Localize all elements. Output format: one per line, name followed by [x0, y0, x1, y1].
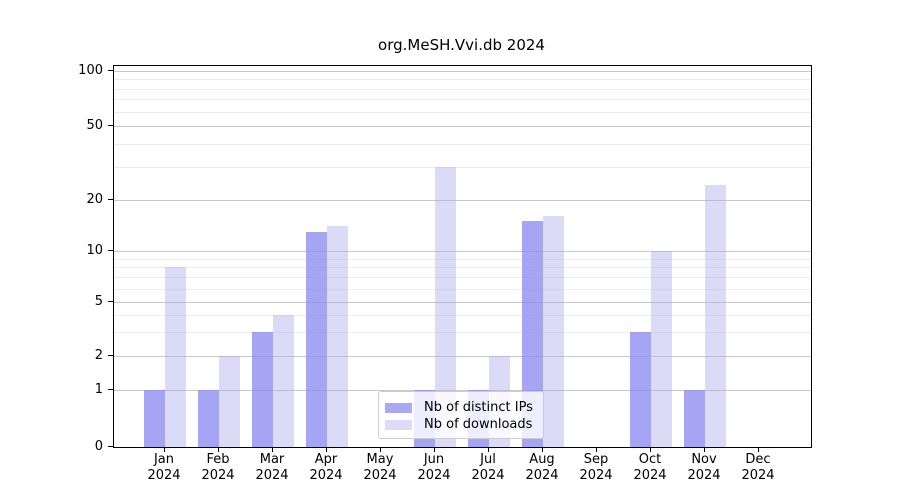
minor-gridline — [114, 79, 811, 80]
y-tick-mark — [108, 355, 113, 356]
x-tick-mark — [704, 447, 705, 452]
x-tick-mark — [326, 447, 327, 452]
legend-swatch-icon — [385, 420, 412, 430]
x-tick-label: May 2024 — [363, 452, 397, 483]
minor-gridline — [114, 89, 811, 90]
legend-label: Nb of downloads — [424, 417, 533, 432]
bar-distinct-ips-nov — [684, 390, 705, 447]
legend-swatch-icon — [385, 403, 412, 413]
y-tick-label: 100 — [78, 63, 103, 78]
major-gridline — [114, 390, 811, 391]
y-tick-mark — [108, 446, 113, 447]
minor-gridline — [114, 332, 811, 333]
x-tick-mark — [380, 447, 381, 452]
y-tick-mark — [108, 70, 113, 71]
major-gridline — [114, 71, 811, 72]
major-gridline — [114, 126, 811, 127]
bar-downloads-aug — [543, 216, 564, 447]
minor-gridline — [114, 144, 811, 145]
y-tick-label: 5 — [94, 294, 103, 309]
y-tick-mark — [108, 199, 113, 200]
major-gridline — [114, 302, 811, 303]
y-tick-mark — [108, 301, 113, 302]
x-tick-label: Mar 2024 — [255, 452, 289, 483]
bar-downloads-nov — [705, 185, 726, 447]
x-tick-mark — [542, 447, 543, 452]
x-tick-label: Jan 2024 — [147, 452, 181, 483]
y-tick-mark — [108, 250, 113, 251]
x-tick-mark — [488, 447, 489, 452]
bar-distinct-ips-jan — [144, 390, 165, 447]
bar-downloads-jan — [165, 267, 186, 447]
bar-downloads-apr — [327, 226, 348, 447]
minor-gridline — [114, 289, 811, 290]
bar-downloads-oct — [651, 251, 672, 447]
major-gridline — [114, 200, 811, 201]
minor-gridline — [114, 112, 811, 113]
minor-gridline — [114, 267, 811, 268]
x-tick-label: Apr 2024 — [309, 452, 343, 483]
x-tick-label: Jun 2024 — [417, 452, 451, 483]
x-tick-mark — [650, 447, 651, 452]
minor-gridline — [114, 167, 811, 168]
minor-gridline — [114, 259, 811, 260]
x-tick-mark — [218, 447, 219, 452]
x-tick-mark — [164, 447, 165, 452]
x-tick-mark — [758, 447, 759, 452]
y-tick-label: 20 — [86, 192, 103, 207]
minor-gridline — [114, 99, 811, 100]
x-tick-label: Sep 2024 — [579, 452, 613, 483]
minor-gridline — [114, 315, 811, 316]
y-tick-label: 10 — [86, 243, 103, 258]
y-tick-label: 0 — [94, 439, 103, 454]
plot-area: Nb of distinct IPs Nb of downloads — [113, 65, 812, 448]
x-tick-mark — [272, 447, 273, 452]
minor-gridline — [114, 277, 811, 278]
bar-distinct-ips-feb — [198, 390, 219, 447]
x-tick-label: Aug 2024 — [525, 452, 559, 483]
bar-downloads-jun — [435, 167, 456, 447]
bar-distinct-ips-oct — [630, 332, 651, 447]
bar-distinct-ips-apr — [306, 232, 327, 447]
bar-distinct-ips-aug — [522, 221, 543, 447]
x-tick-label: Dec 2024 — [741, 452, 775, 483]
y-tick-mark — [108, 389, 113, 390]
legend-label: Nb of distinct IPs — [424, 400, 533, 415]
x-tick-label: Oct 2024 — [633, 452, 667, 483]
x-tick-mark — [434, 447, 435, 452]
bar-distinct-ips-mar — [252, 332, 273, 447]
major-gridline — [114, 356, 811, 357]
y-tick-label: 1 — [94, 382, 103, 397]
bar-downloads-feb — [219, 356, 240, 447]
y-tick-label: 2 — [94, 348, 103, 363]
x-tick-mark — [596, 447, 597, 452]
x-tick-label: Jul 2024 — [471, 452, 505, 483]
x-tick-label: Feb 2024 — [201, 452, 235, 483]
y-tick-mark — [108, 125, 113, 126]
x-tick-label: Nov 2024 — [687, 452, 721, 483]
major-gridline — [114, 251, 811, 252]
y-tick-label: 50 — [86, 118, 103, 133]
chart-title: org.MeSH.Vvi.db 2024 — [378, 36, 545, 54]
legend: Nb of distinct IPs Nb of downloads — [378, 391, 544, 439]
bar-downloads-mar — [273, 315, 294, 447]
